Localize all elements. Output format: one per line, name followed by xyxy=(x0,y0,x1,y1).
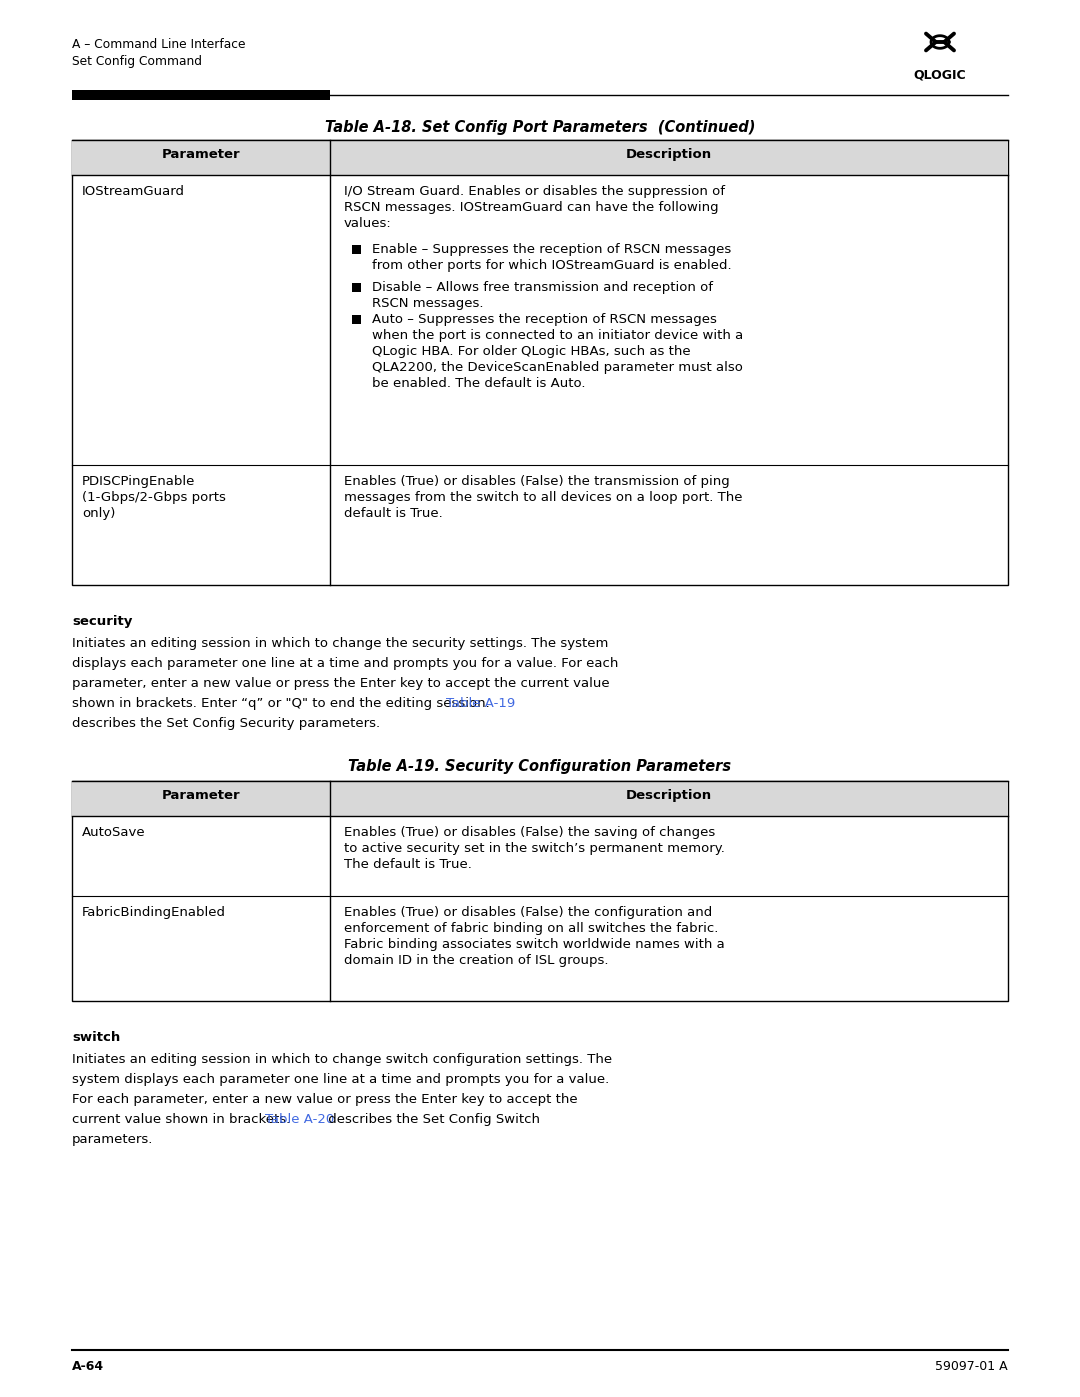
Text: A – Command Line Interface: A – Command Line Interface xyxy=(72,38,245,52)
Bar xyxy=(72,140,1008,585)
Text: Parameter: Parameter xyxy=(162,789,241,802)
Text: Description: Description xyxy=(626,148,712,161)
Text: system displays each parameter one line at a time and prompts you for a value.: system displays each parameter one line … xyxy=(72,1073,609,1085)
Text: Set Config Command: Set Config Command xyxy=(72,54,202,68)
Text: A-64: A-64 xyxy=(72,1361,104,1373)
Text: I/O Stream Guard. Enables or disables the suppression of
RSCN messages. IOStream: I/O Stream Guard. Enables or disables th… xyxy=(345,184,725,231)
Text: Parameter: Parameter xyxy=(162,148,241,161)
Text: displays each parameter one line at a time and prompts you for a value. For each: displays each parameter one line at a ti… xyxy=(72,657,619,671)
Text: parameters.: parameters. xyxy=(72,1133,153,1146)
Text: parameter, enter a new value or press the Enter key to accept the current value: parameter, enter a new value or press th… xyxy=(72,678,609,690)
Text: Disable – Allows free transmission and reception of
RSCN messages.: Disable – Allows free transmission and r… xyxy=(372,281,713,310)
Text: current value shown in brackets.: current value shown in brackets. xyxy=(72,1113,295,1126)
Text: shown in brackets. Enter “q” or "Q" to end the editing session.: shown in brackets. Enter “q” or "Q" to e… xyxy=(72,697,494,710)
Bar xyxy=(352,244,361,254)
Text: Table A-20: Table A-20 xyxy=(265,1113,335,1126)
Text: IOStreamGuard: IOStreamGuard xyxy=(82,184,185,198)
Text: describes the Set Config Switch: describes the Set Config Switch xyxy=(324,1113,540,1126)
Text: Initiates an editing session in which to change switch configuration settings. T: Initiates an editing session in which to… xyxy=(72,1053,612,1066)
Text: FabricBindingEnabled: FabricBindingEnabled xyxy=(82,907,226,919)
Text: Description: Description xyxy=(626,789,712,802)
Text: Enable – Suppresses the reception of RSCN messages
from other ports for which IO: Enable – Suppresses the reception of RSC… xyxy=(372,243,731,272)
Text: For each parameter, enter a new value or press the Enter key to accept the: For each parameter, enter a new value or… xyxy=(72,1092,578,1106)
Bar xyxy=(72,89,330,101)
Text: AutoSave: AutoSave xyxy=(82,826,146,840)
Text: Enables (True) or disables (False) the transmission of ping
messages from the sw: Enables (True) or disables (False) the t… xyxy=(345,475,743,520)
Bar xyxy=(72,781,1008,816)
Text: Auto – Suppresses the reception of RSCN messages
when the port is connected to a: Auto – Suppresses the reception of RSCN … xyxy=(372,313,743,390)
Bar xyxy=(352,284,361,292)
Bar xyxy=(72,140,1008,175)
Text: Initiates an editing session in which to change the security settings. The syste: Initiates an editing session in which to… xyxy=(72,637,608,650)
Text: security: security xyxy=(72,615,133,629)
Text: Enables (True) or disables (False) the saving of changes
to active security set : Enables (True) or disables (False) the s… xyxy=(345,826,725,870)
Text: PDISCPingEnable
(1-Gbps/2-Gbps ports
only): PDISCPingEnable (1-Gbps/2-Gbps ports onl… xyxy=(82,475,226,520)
Text: Table A-19: Table A-19 xyxy=(446,697,515,710)
Bar xyxy=(72,781,1008,1002)
Text: 59097-01 A: 59097-01 A xyxy=(935,1361,1008,1373)
Text: switch: switch xyxy=(72,1031,120,1044)
Text: describes the Set Config Security parameters.: describes the Set Config Security parame… xyxy=(72,717,380,731)
Text: Enables (True) or disables (False) the configuration and
enforcement of fabric b: Enables (True) or disables (False) the c… xyxy=(345,907,725,967)
Bar xyxy=(352,314,361,324)
Text: Table A-19. Security Configuration Parameters: Table A-19. Security Configuration Param… xyxy=(349,759,731,774)
Text: QLOGIC: QLOGIC xyxy=(914,68,967,81)
Text: Table A-18. Set Config Port Parameters  (Continued): Table A-18. Set Config Port Parameters (… xyxy=(325,120,755,136)
